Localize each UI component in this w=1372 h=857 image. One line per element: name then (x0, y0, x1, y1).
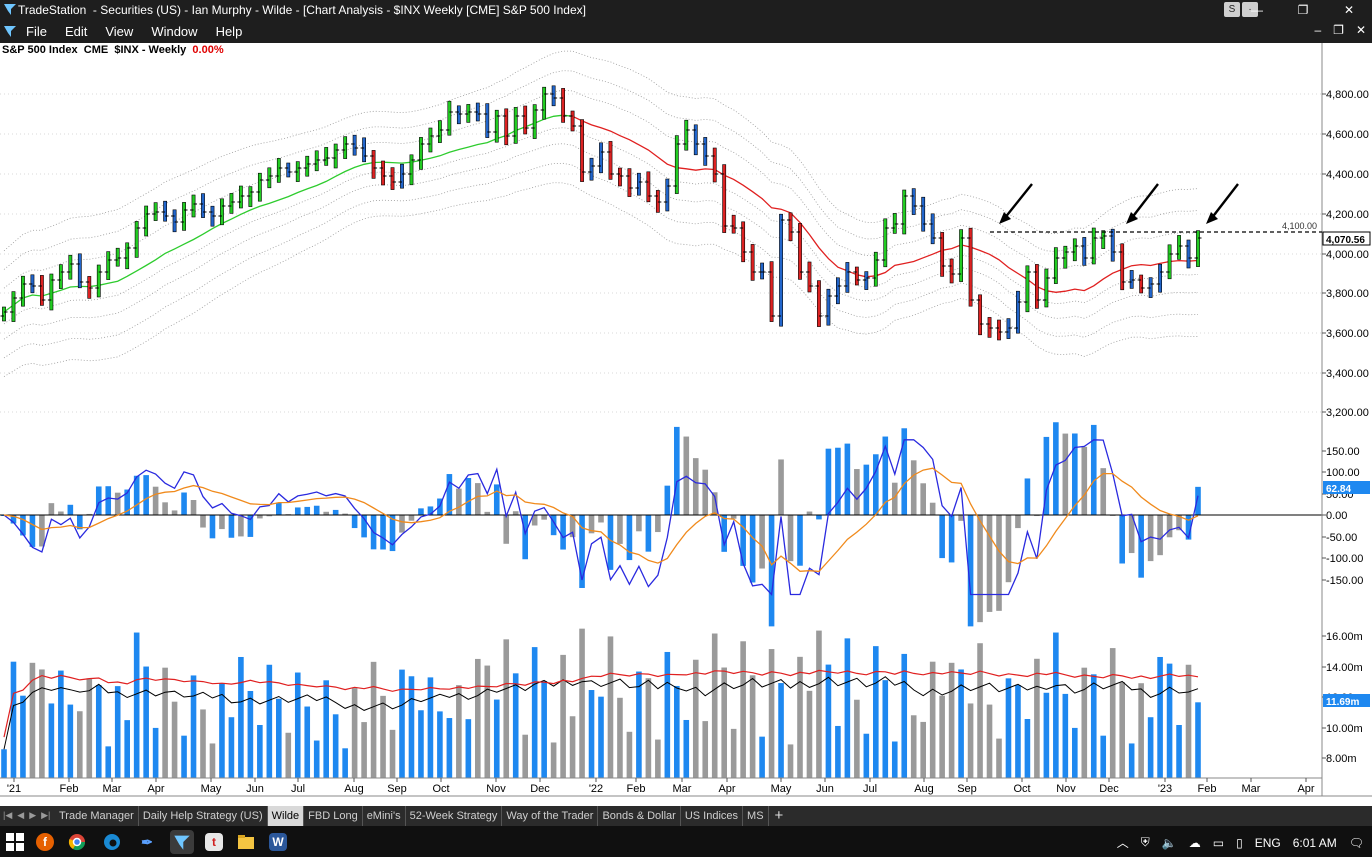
chrome-icon[interactable] (65, 830, 89, 854)
tab-last-icon[interactable]: ▶| (41, 810, 51, 820)
tab-trade-manager[interactable]: Trade Manager (55, 806, 139, 826)
tab-fbd-long[interactable]: FBD Long (304, 806, 363, 826)
title-bar: TradeStation - Securities (US) - Ian Mur… (0, 0, 1372, 20)
chart-header: S&P 500 Index CME $INX - Weekly 0.00% (2, 44, 224, 56)
tab-daily-help-strategy[interactable]: Daily Help Strategy (US) (139, 806, 268, 826)
notification-icon[interactable]: 🗨 (1348, 835, 1364, 850)
symbol: $INX - Weekly (114, 44, 187, 56)
menu-view[interactable]: View (105, 24, 134, 39)
minimize-icon[interactable]: — (1251, 3, 1263, 17)
menu-bar: File Edit View Window Help – ❐ ✕ (0, 20, 1372, 43)
tab-first-icon[interactable]: |◀ (3, 810, 13, 820)
tab-52-week-strategy[interactable]: 52-Week Strategy (406, 806, 503, 826)
restore-icon[interactable]: ❐ (1297, 3, 1309, 17)
firefox-icon[interactable]: f (36, 833, 54, 851)
menu-edit[interactable]: Edit (64, 24, 88, 39)
pen-app-icon[interactable]: ✒ (141, 833, 153, 850)
file-explorer-icon[interactable] (234, 830, 258, 854)
app-menu-icon[interactable] (3, 24, 17, 38)
exchange: CME (83, 44, 109, 56)
menu-file[interactable]: File (26, 24, 47, 39)
window-controls: — ❐ ✕ (1234, 0, 1372, 20)
menu-help[interactable]: Help (215, 24, 243, 39)
windows-start-icon[interactable] (5, 832, 25, 852)
windows-taskbar: f ✒ t W ︿ ⛨ 🔈 ☁ ▭ ▯ ENG 6:01 AM 🗨 (0, 826, 1372, 857)
tab-us-indices[interactable]: US Indices (681, 806, 744, 826)
change-percent: 0.00% (192, 44, 224, 56)
window-title: TradeStation - Securities (US) - Ian Mur… (18, 3, 586, 17)
clock[interactable]: 6:01 AM (1292, 835, 1337, 850)
link-dot-icon[interactable]: · (1242, 2, 1258, 17)
tab-way-of-the-trader[interactable]: Way of the Trader (502, 806, 599, 826)
tradestation-taskbar-icon[interactable] (170, 830, 194, 854)
tab-bonds-dollar[interactable]: Bonds & Dollar (598, 806, 681, 826)
symbol-name: S&P 500 Index (2, 44, 78, 56)
tab-next-icon[interactable]: ▶ (29, 810, 37, 820)
menu-window[interactable]: Window (151, 24, 198, 39)
tab-ms[interactable]: MS (743, 806, 769, 826)
language-indicator[interactable]: ENG (1254, 835, 1281, 850)
chart-area[interactable] (0, 43, 1372, 806)
network-icon[interactable]: ▭ (1212, 835, 1225, 850)
volume-icon[interactable]: 🔈 (1161, 835, 1177, 850)
tab-prev-icon[interactable]: ◀ (17, 810, 25, 820)
onedrive-icon[interactable]: ☁ (1188, 835, 1201, 850)
doc-minimize-icon[interactable]: – (1314, 23, 1322, 37)
doc-close-icon[interactable]: ✕ (1355, 23, 1366, 37)
red-app-icon[interactable]: t (205, 833, 223, 851)
link-s-icon[interactable]: S (1224, 2, 1240, 17)
phone-icon[interactable]: ▯ (1236, 835, 1243, 850)
vpn-icon[interactable]: ⛨ (1140, 835, 1150, 849)
word-icon[interactable]: W (269, 833, 287, 851)
chevron-up-icon[interactable]: ︿ (1116, 836, 1129, 850)
doc-restore-icon[interactable]: ❐ (1333, 23, 1344, 37)
edge-icon[interactable] (100, 830, 124, 854)
tab-emini[interactable]: eMini's (363, 806, 406, 826)
close-icon[interactable]: ✕ (1343, 3, 1355, 17)
add-tab-icon[interactable]: + (774, 807, 784, 824)
tradestation-logo-icon (4, 4, 16, 15)
tab-wilde[interactable]: Wilde (267, 806, 305, 826)
linking-buttons: S · (1224, 2, 1258, 17)
workspace-tab-bar: |◀ ◀ ▶ ▶| Trade Manager Daily Help Strat… (0, 806, 1372, 826)
